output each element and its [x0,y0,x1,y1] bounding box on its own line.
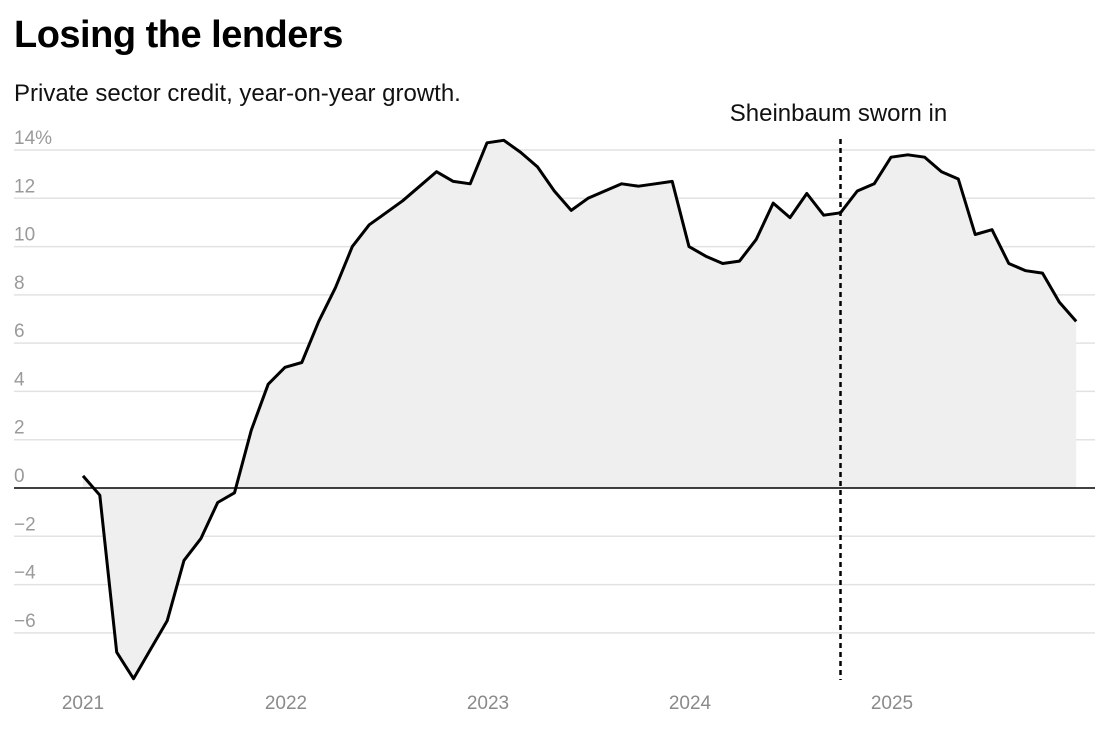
x-tick-label: 2023 [467,693,509,714]
y-tick-label: 0 [14,466,25,487]
y-tick-label: −2 [14,514,36,535]
series-line [81,138,1078,681]
y-tick-label: 10 [14,225,35,246]
x-tick-label: 2021 [62,693,104,714]
x-tick-label: 2022 [265,693,307,714]
x-tick-label: 2025 [871,693,913,714]
x-tick-label: 2024 [669,693,712,714]
x-axis-ticks: 2021 2022 2023 2024 2025 [62,693,913,714]
y-tick-label: −4 [14,563,36,584]
y-tick-label: 6 [14,321,25,342]
annotation-label: Sheinbaum sworn in [730,100,947,127]
y-tick-label: −6 [14,611,36,632]
y-tick-label: 14% [14,128,52,149]
y-tick-label: 8 [14,273,25,294]
area-fill [83,140,1077,679]
chart-subtitle: Private sector credit, year-on-year grow… [14,80,461,107]
y-tick-label: 4 [14,369,25,390]
y-tick-label: 12 [14,176,35,197]
y-tick-label: 2 [14,418,25,439]
chart-title: Losing the lenders [14,14,343,56]
y-axis-ticks: 14% 12 10 8 6 4 2 0 −2 −4 −6 [14,128,52,632]
